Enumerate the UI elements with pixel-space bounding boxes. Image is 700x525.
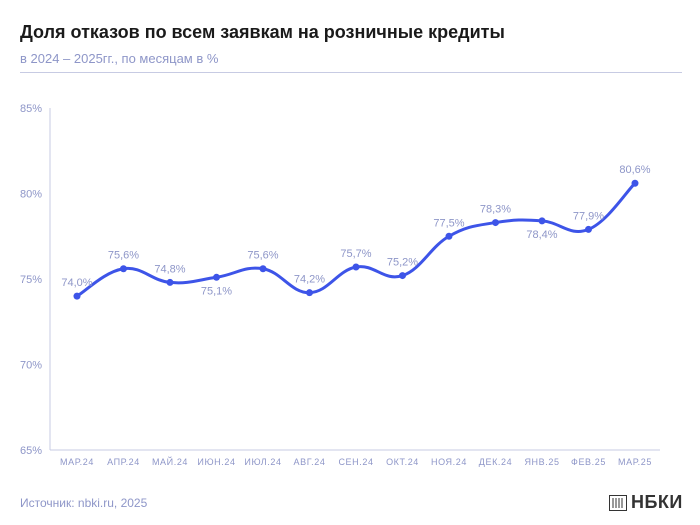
data-point	[445, 232, 453, 240]
x-tick-label: ЯНВ.25	[524, 457, 559, 467]
data-point	[306, 289, 313, 297]
x-tick-label: МАР.25	[618, 457, 652, 467]
x-tick-label: АВГ.24	[294, 457, 326, 467]
x-tick-label: СЕН.24	[338, 457, 373, 467]
data-label: 77,9%	[573, 210, 604, 222]
data-point	[166, 278, 174, 286]
data-label: 80,6%	[619, 164, 650, 176]
data-label: 75,1%	[201, 285, 232, 297]
chart-title: Доля отказов по всем заявкам на розничны…	[20, 22, 505, 42]
x-tick-label: ИЮН.24	[197, 457, 235, 467]
source-note: Источник: nbki.ru, 2025	[20, 496, 148, 510]
data-label: 74,2%	[294, 274, 325, 286]
x-tick-label: МАР.24	[60, 457, 94, 467]
data-label: 78,4%	[526, 229, 557, 241]
x-tick-label: ОКТ.24	[386, 457, 419, 467]
data-point	[538, 217, 546, 225]
data-label: 74,8%	[154, 263, 185, 275]
x-tick-label: ФЕВ.25	[571, 457, 606, 467]
nbki-logo: НБКИ	[609, 492, 689, 514]
data-label: 75,7%	[340, 248, 371, 260]
x-tick-label: МАЙ.24	[152, 456, 188, 467]
x-tick-label: ИЮЛ.24	[244, 457, 281, 467]
x-tick-label: НОЯ.24	[431, 457, 467, 467]
data-point	[120, 265, 127, 273]
y-tick-label: 85%	[20, 103, 42, 115]
data-label: 75,6%	[108, 250, 139, 262]
data-label: 75,6%	[247, 250, 278, 262]
y-tick-label: 65%	[20, 445, 42, 457]
data-point	[352, 263, 360, 271]
data-label: 75,2%	[387, 257, 418, 269]
logo-icon	[609, 495, 627, 511]
y-tick-label: 80%	[20, 189, 42, 201]
data-point	[399, 272, 406, 280]
y-tick-label: 75%	[20, 274, 42, 286]
logo-text: НБКИ	[631, 492, 683, 512]
y-tick-label: 70%	[20, 360, 42, 372]
data-label: 78,3%	[480, 204, 511, 216]
data-point	[492, 219, 499, 227]
data-point	[631, 179, 639, 187]
x-tick-label: АПР.24	[107, 457, 140, 467]
data-point	[73, 292, 81, 300]
header-divider	[20, 72, 682, 73]
chart-subtitle: в 2024 – 2025гг., по месяцам в %	[20, 51, 219, 66]
data-point	[259, 265, 267, 273]
data-point	[213, 273, 220, 281]
data-label: 77,5%	[433, 217, 464, 229]
data-point	[585, 225, 592, 233]
x-tick-label: ДЕК.24	[479, 457, 512, 467]
data-label: 74,0%	[61, 277, 92, 289]
